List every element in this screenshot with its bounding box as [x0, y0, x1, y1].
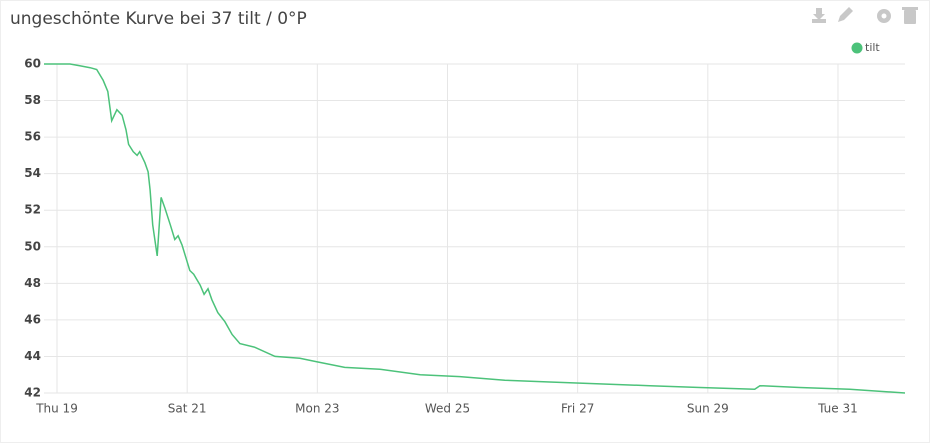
- x-tick-label: Sat 21: [168, 402, 207, 416]
- delete-icon[interactable]: [902, 7, 918, 24]
- x-tick-label: Thu 19: [35, 402, 78, 416]
- legend-label: tilt: [865, 41, 880, 54]
- x-tick-label: Tue 31: [817, 402, 858, 416]
- line: [44, 63, 906, 394]
- legend-marker: [851, 42, 863, 54]
- chart-title: ungeschönte Kurve bei 37 tilt / 0°P: [10, 9, 307, 29]
- y-tick-label: 50: [24, 239, 41, 253]
- y-tick-label: 56: [24, 130, 41, 144]
- plot-area: 42 44 46 48 50 52 54 56 58 60 Thu 19 Sat 21 Mon 23 We…: [24, 57, 906, 416]
- y-tick-label: 46: [24, 312, 41, 326]
- edit-icon[interactable]: [838, 7, 853, 22]
- x-tick-label: Mon 23: [295, 402, 339, 416]
- toolbar: [812, 7, 918, 24]
- y-tick-label: 42: [24, 386, 41, 400]
- y-tick-label: 58: [24, 93, 41, 107]
- x-tick-label: Wed 25: [425, 402, 470, 416]
- settings-icon[interactable]: [877, 9, 891, 23]
- y-tick-label: 48: [24, 276, 41, 290]
- y-tick-label: 60: [24, 57, 41, 71]
- y-tick-label: 54: [24, 166, 41, 180]
- y-tick-label: 44: [24, 349, 41, 363]
- download-icon[interactable]: [812, 8, 826, 23]
- y-tick-label: 52: [24, 203, 41, 217]
- x-tick-label: Sun 29: [687, 402, 729, 416]
- x-tick-label: Fri 27: [561, 402, 594, 416]
